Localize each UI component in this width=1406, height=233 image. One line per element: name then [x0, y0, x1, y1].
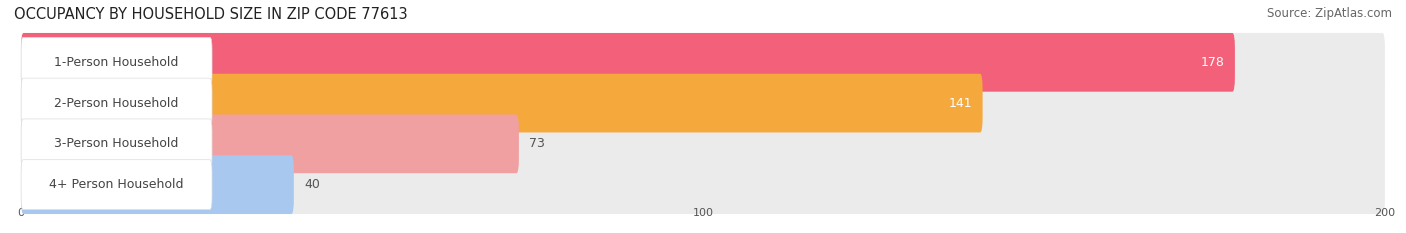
- FancyBboxPatch shape: [21, 155, 1385, 214]
- Text: Source: ZipAtlas.com: Source: ZipAtlas.com: [1267, 7, 1392, 20]
- FancyBboxPatch shape: [21, 74, 983, 132]
- FancyBboxPatch shape: [21, 78, 212, 128]
- FancyBboxPatch shape: [21, 155, 294, 214]
- Text: 2-Person Household: 2-Person Household: [55, 97, 179, 110]
- Text: 40: 40: [304, 178, 321, 191]
- FancyBboxPatch shape: [21, 33, 1234, 92]
- FancyBboxPatch shape: [21, 160, 212, 210]
- Text: 73: 73: [529, 137, 546, 150]
- Text: 4+ Person Household: 4+ Person Household: [49, 178, 184, 191]
- FancyBboxPatch shape: [21, 119, 212, 169]
- FancyBboxPatch shape: [21, 74, 1385, 132]
- Text: 178: 178: [1201, 56, 1225, 69]
- Text: 141: 141: [949, 97, 973, 110]
- Text: 3-Person Household: 3-Person Household: [55, 137, 179, 150]
- FancyBboxPatch shape: [21, 37, 212, 87]
- FancyBboxPatch shape: [21, 115, 519, 173]
- FancyBboxPatch shape: [21, 115, 1385, 173]
- FancyBboxPatch shape: [21, 33, 1385, 92]
- Text: OCCUPANCY BY HOUSEHOLD SIZE IN ZIP CODE 77613: OCCUPANCY BY HOUSEHOLD SIZE IN ZIP CODE …: [14, 7, 408, 22]
- Text: 1-Person Household: 1-Person Household: [55, 56, 179, 69]
